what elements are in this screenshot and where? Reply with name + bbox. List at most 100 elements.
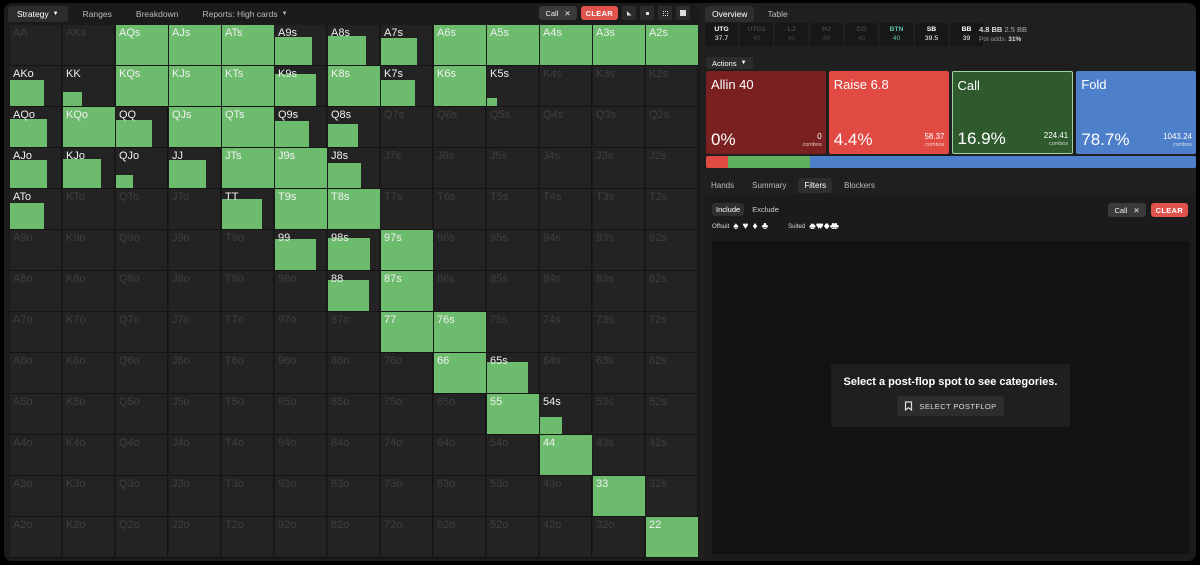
tab-strategy[interactable]: Strategy ▼: [8, 6, 68, 22]
hand-cell[interactable]: K3s: [593, 66, 645, 107]
hand-cell[interactable]: 74s: [540, 312, 592, 353]
hand-cell[interactable]: K6s: [434, 66, 486, 107]
hand-cell[interactable]: 43o: [540, 476, 592, 517]
hand-cell[interactable]: A5s: [487, 25, 539, 66]
hand-cell[interactable]: K4s: [540, 66, 592, 107]
hand-cell[interactable]: 74o: [381, 435, 433, 476]
hand-cell[interactable]: Q7o: [116, 312, 168, 353]
hand-cell[interactable]: T4o: [222, 435, 274, 476]
hand-cell[interactable]: Q6s: [434, 107, 486, 148]
clear-button[interactable]: CLEAR: [1150, 203, 1188, 217]
player-seat[interactable]: HJ 40: [810, 23, 843, 46]
hand-cell[interactable]: 53s: [593, 394, 645, 435]
hand-cell[interactable]: 98s: [328, 230, 380, 271]
hand-cell[interactable]: QQ: [116, 107, 168, 148]
hand-cell[interactable]: 33: [593, 476, 645, 517]
hand-cell[interactable]: T4s: [540, 189, 592, 230]
hand-cell[interactable]: 53o: [487, 476, 539, 517]
hand-cell[interactable]: KJo: [63, 148, 115, 189]
hand-cell[interactable]: 75s: [487, 312, 539, 353]
hand-cell[interactable]: AKs: [63, 25, 115, 66]
hand-cell[interactable]: AQo: [10, 107, 62, 148]
player-seat[interactable]: UTG 37.7: [705, 23, 738, 46]
hand-cell[interactable]: J7o: [169, 312, 221, 353]
hand-cell[interactable]: K8s: [328, 66, 380, 107]
close-icon[interactable]: ✕: [1133, 205, 1140, 215]
hand-cell[interactable]: T6o: [222, 353, 274, 394]
hand-cell[interactable]: K4o: [63, 435, 115, 476]
hand-cell[interactable]: A2o: [10, 517, 62, 558]
hand-cell[interactable]: K5s: [487, 66, 539, 107]
hand-cell[interactable]: K6o: [63, 353, 115, 394]
hand-cell[interactable]: A3o: [10, 476, 62, 517]
hand-cell[interactable]: ATs: [222, 25, 274, 66]
hand-cell[interactable]: 55: [487, 394, 539, 435]
hand-cell[interactable]: 65o: [434, 394, 486, 435]
hand-cell[interactable]: A9o: [10, 230, 62, 271]
hand-cell[interactable]: 43s: [593, 435, 645, 476]
hand-cell[interactable]: QJs: [169, 107, 221, 148]
hand-cell[interactable]: K8o: [63, 271, 115, 312]
hand-cell[interactable]: 93s: [593, 230, 645, 271]
hand-cell[interactable]: 94s: [540, 230, 592, 271]
hand-cell[interactable]: 52s: [646, 394, 698, 435]
hand-cell[interactable]: AQs: [116, 25, 168, 66]
hand-cell[interactable]: 32o: [593, 517, 645, 558]
hand-cell[interactable]: J3s: [593, 148, 645, 189]
hand-cell[interactable]: QJo: [116, 148, 168, 189]
double-heart-icon[interactable]: ♥♥: [815, 221, 824, 232]
view-grid-icon[interactable]: [658, 6, 672, 20]
hand-cell[interactable]: 66: [434, 353, 486, 394]
hand-cell[interactable]: 72o: [381, 517, 433, 558]
hand-cell[interactable]: 65s: [487, 353, 539, 394]
call-filter-chip[interactable]: Call ✕: [1108, 203, 1146, 217]
hand-cell[interactable]: Q7s: [381, 107, 433, 148]
hand-cell[interactable]: QTo: [116, 189, 168, 230]
hand-cell[interactable]: 85o: [328, 394, 380, 435]
hand-cell[interactable]: A8s: [328, 25, 380, 66]
hand-cell[interactable]: A7o: [10, 312, 62, 353]
hand-cell[interactable]: Q5o: [116, 394, 168, 435]
close-icon[interactable]: ✕: [564, 8, 571, 18]
heart-icon[interactable]: ♥: [742, 221, 749, 232]
hand-cell[interactable]: T2s: [646, 189, 698, 230]
hand-cell[interactable]: 73s: [593, 312, 645, 353]
hand-cell[interactable]: Q6o: [116, 353, 168, 394]
hand-cell[interactable]: T8s: [328, 189, 380, 230]
hand-cell[interactable]: 83s: [593, 271, 645, 312]
hand-cell[interactable]: JTs: [222, 148, 274, 189]
hand-cell[interactable]: 63o: [434, 476, 486, 517]
view-half-icon[interactable]: [622, 6, 636, 20]
hand-cell[interactable]: T9s: [275, 189, 327, 230]
hand-cell[interactable]: 97s: [381, 230, 433, 271]
hand-cell[interactable]: T2o: [222, 517, 274, 558]
hand-cell[interactable]: 95o: [275, 394, 327, 435]
hand-cell[interactable]: 98o: [275, 271, 327, 312]
hand-cell[interactable]: 32s: [646, 476, 698, 517]
hand-cell[interactable]: Q3s: [593, 107, 645, 148]
tab-breakdown[interactable]: Breakdown: [127, 6, 188, 22]
hand-cell[interactable]: 92o: [275, 517, 327, 558]
hand-cell[interactable]: 42o: [540, 517, 592, 558]
hand-cell[interactable]: 86s: [434, 271, 486, 312]
hand-cell[interactable]: Q5s: [487, 107, 539, 148]
hand-cell[interactable]: Q2o: [116, 517, 168, 558]
hand-cell[interactable]: 42s: [646, 435, 698, 476]
hand-cell[interactable]: ATo: [10, 189, 62, 230]
player-seat[interactable]: BB 39: [950, 23, 983, 46]
hand-cell[interactable]: 96s: [434, 230, 486, 271]
hand-cell[interactable]: KK: [63, 66, 115, 107]
hand-cell[interactable]: 76s: [434, 312, 486, 353]
hand-cell[interactable]: Q3o: [116, 476, 168, 517]
hand-cell[interactable]: T3s: [593, 189, 645, 230]
tab-ranges[interactable]: Ranges: [74, 6, 121, 22]
tab-summary[interactable]: Summary: [752, 181, 787, 190]
hand-cell[interactable]: Q4o: [116, 435, 168, 476]
hand-cell[interactable]: 86o: [328, 353, 380, 394]
player-seat[interactable]: SB 39.5: [915, 23, 948, 46]
hand-cell[interactable]: 76o: [381, 353, 433, 394]
hand-cell[interactable]: J5s: [487, 148, 539, 189]
hand-cell[interactable]: AJo: [10, 148, 62, 189]
hand-cell[interactable]: 94o: [275, 435, 327, 476]
hand-cell[interactable]: T5s: [487, 189, 539, 230]
